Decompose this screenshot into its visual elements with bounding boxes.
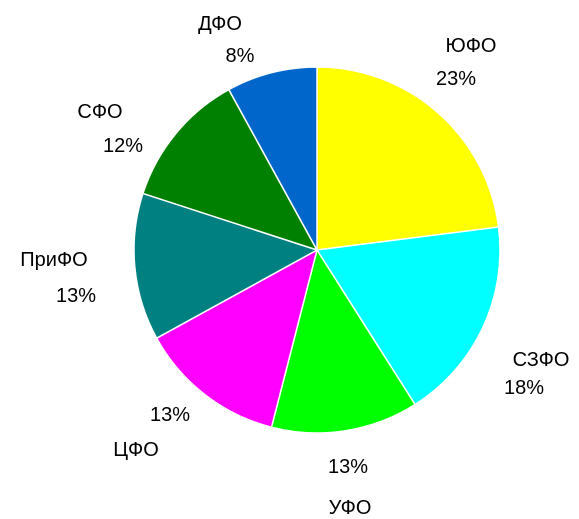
slice-label-dfo: ДФО	[198, 13, 242, 35]
slice-label-cfo: ЦФО	[113, 439, 159, 461]
slice-value-szfo: 18%	[503, 377, 545, 399]
slice-value-dfo: 8%	[225, 45, 255, 67]
slice-label-sfo: СФО	[77, 101, 123, 123]
slice-label-szfo: СЗФО	[512, 349, 570, 371]
slice-value-ufo-south: 23%	[435, 68, 477, 90]
slice-label-ufo-ural: УФО	[328, 497, 372, 519]
slice-value-cfo: 13%	[149, 404, 191, 426]
slice-value-sfo: 12%	[102, 135, 144, 157]
pie-slice-2	[270, 248, 417, 434]
pie-slice-4	[133, 192, 319, 340]
slice-value-ufo-ural: 13%	[327, 456, 369, 478]
pie-slice-1	[315, 226, 501, 406]
slice-value-prifo: 13%	[55, 285, 97, 307]
pie-slice-3	[155, 248, 319, 429]
slice-label-ufo-south: ЮФО	[445, 35, 497, 57]
pie-slice-0	[316, 66, 500, 251]
slice-label-prifo: ПриФО	[20, 249, 88, 271]
pie-slice-6	[227, 66, 318, 251]
pie-slice-5	[142, 88, 319, 252]
